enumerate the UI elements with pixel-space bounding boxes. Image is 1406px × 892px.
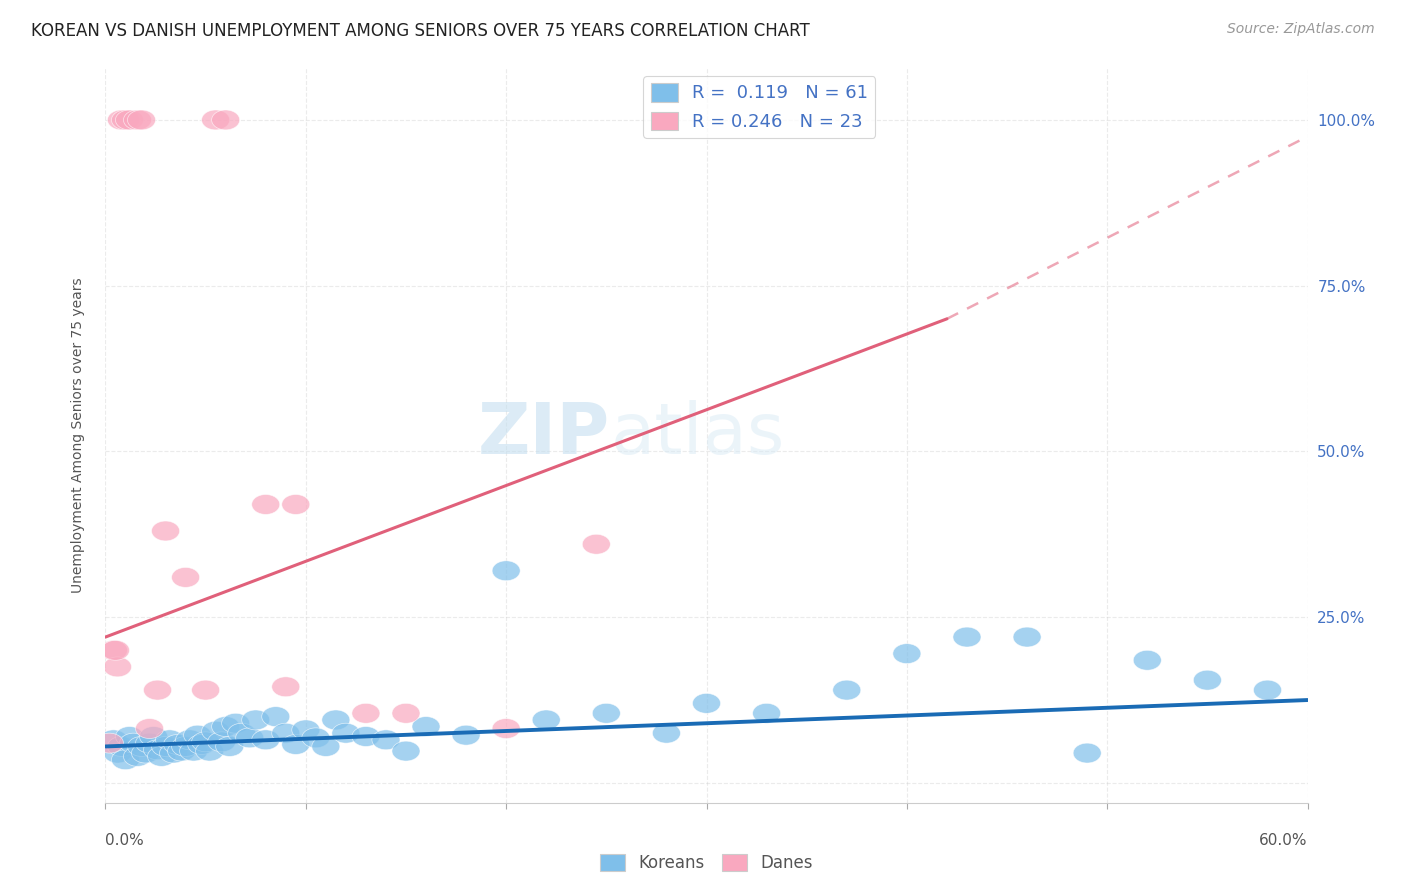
Ellipse shape <box>228 723 256 743</box>
Ellipse shape <box>592 704 620 723</box>
Ellipse shape <box>693 693 720 714</box>
Ellipse shape <box>128 737 156 756</box>
Ellipse shape <box>322 710 350 730</box>
Ellipse shape <box>124 747 152 766</box>
Ellipse shape <box>143 681 172 700</box>
Text: 0.0%: 0.0% <box>105 833 145 847</box>
Ellipse shape <box>236 728 264 747</box>
Ellipse shape <box>195 741 224 761</box>
Ellipse shape <box>392 704 420 723</box>
Ellipse shape <box>271 677 299 697</box>
Ellipse shape <box>373 730 399 750</box>
Ellipse shape <box>302 728 330 747</box>
Ellipse shape <box>1254 681 1281 700</box>
Ellipse shape <box>184 725 212 745</box>
Ellipse shape <box>111 110 139 130</box>
Ellipse shape <box>281 494 309 515</box>
Ellipse shape <box>139 727 167 747</box>
Ellipse shape <box>107 110 135 130</box>
Ellipse shape <box>180 741 208 761</box>
Ellipse shape <box>148 747 176 766</box>
Ellipse shape <box>124 110 152 130</box>
Ellipse shape <box>1014 627 1040 647</box>
Ellipse shape <box>252 730 280 750</box>
Ellipse shape <box>132 743 159 763</box>
Ellipse shape <box>163 734 191 755</box>
Ellipse shape <box>191 731 219 752</box>
Ellipse shape <box>100 640 128 660</box>
Ellipse shape <box>96 733 124 753</box>
Ellipse shape <box>208 731 236 752</box>
Ellipse shape <box>104 743 132 763</box>
Ellipse shape <box>115 727 143 747</box>
Text: Source: ZipAtlas.com: Source: ZipAtlas.com <box>1227 22 1375 37</box>
Text: atlas: atlas <box>610 401 785 469</box>
Ellipse shape <box>271 723 299 743</box>
Ellipse shape <box>187 734 215 755</box>
Ellipse shape <box>135 719 163 739</box>
Ellipse shape <box>212 716 239 737</box>
Ellipse shape <box>893 644 921 664</box>
Ellipse shape <box>312 737 340 756</box>
Text: KOREAN VS DANISH UNEMPLOYMENT AMONG SENIORS OVER 75 YEARS CORRELATION CHART: KOREAN VS DANISH UNEMPLOYMENT AMONG SENI… <box>31 22 810 40</box>
Ellipse shape <box>1073 743 1101 763</box>
Ellipse shape <box>453 725 479 745</box>
Ellipse shape <box>156 730 184 750</box>
Ellipse shape <box>582 534 610 554</box>
Ellipse shape <box>292 720 319 739</box>
Ellipse shape <box>172 567 200 587</box>
Legend: Koreans, Danes: Koreans, Danes <box>593 847 820 880</box>
Ellipse shape <box>412 716 440 737</box>
Ellipse shape <box>252 494 280 515</box>
Ellipse shape <box>281 734 309 755</box>
Ellipse shape <box>492 719 520 739</box>
Ellipse shape <box>176 730 204 750</box>
Ellipse shape <box>120 733 148 753</box>
Ellipse shape <box>352 704 380 723</box>
Ellipse shape <box>104 657 132 677</box>
Ellipse shape <box>392 741 420 761</box>
Ellipse shape <box>652 723 681 743</box>
Ellipse shape <box>107 737 135 756</box>
Y-axis label: Unemployment Among Seniors over 75 years: Unemployment Among Seniors over 75 years <box>70 277 84 592</box>
Ellipse shape <box>201 110 229 130</box>
Ellipse shape <box>953 627 981 647</box>
Ellipse shape <box>352 727 380 747</box>
Ellipse shape <box>242 710 270 730</box>
Ellipse shape <box>332 723 360 743</box>
Ellipse shape <box>111 750 139 770</box>
Ellipse shape <box>222 714 250 733</box>
Ellipse shape <box>533 710 560 730</box>
Ellipse shape <box>100 730 128 750</box>
Text: 60.0%: 60.0% <box>1260 833 1308 847</box>
Ellipse shape <box>201 722 229 741</box>
Ellipse shape <box>1194 670 1222 690</box>
Ellipse shape <box>752 704 780 723</box>
Ellipse shape <box>167 741 195 761</box>
Ellipse shape <box>115 110 143 130</box>
Ellipse shape <box>262 706 290 727</box>
Ellipse shape <box>1133 650 1161 670</box>
Ellipse shape <box>101 640 129 660</box>
Text: ZIP: ZIP <box>478 401 610 469</box>
Ellipse shape <box>832 681 860 700</box>
Ellipse shape <box>159 743 187 763</box>
Ellipse shape <box>152 737 180 756</box>
Ellipse shape <box>212 110 239 130</box>
Ellipse shape <box>128 110 156 130</box>
Ellipse shape <box>492 561 520 581</box>
Ellipse shape <box>191 681 219 700</box>
Ellipse shape <box>135 733 163 753</box>
Ellipse shape <box>143 739 172 760</box>
Ellipse shape <box>152 521 180 541</box>
Ellipse shape <box>172 737 200 756</box>
Ellipse shape <box>215 737 243 756</box>
